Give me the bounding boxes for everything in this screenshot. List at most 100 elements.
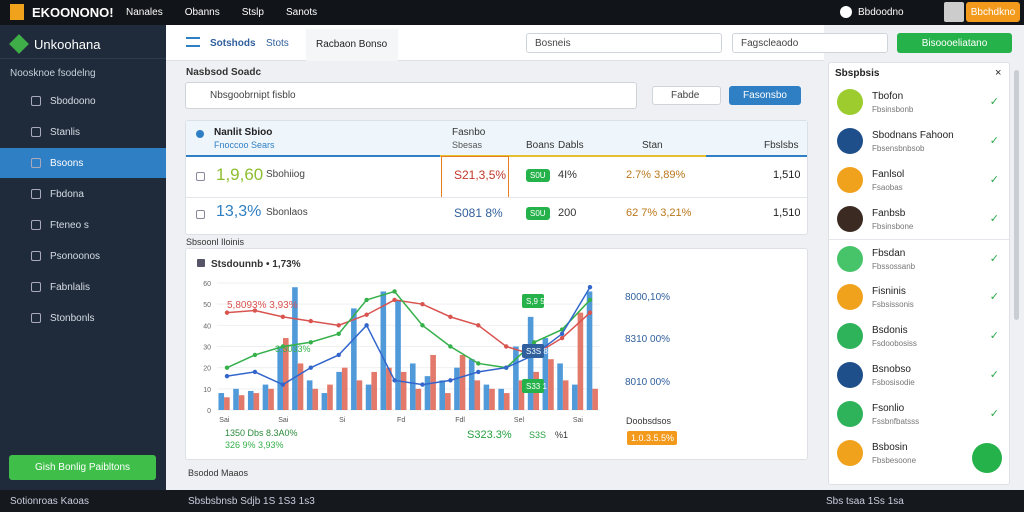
point bbox=[420, 382, 425, 387]
y-tick-label: 10 bbox=[203, 387, 211, 394]
primary-button[interactable]: Bisoooeliatano bbox=[897, 33, 1012, 53]
x-tick-label: Fdl bbox=[455, 417, 465, 424]
bar bbox=[233, 388, 239, 410]
user-name[interactable]: Bbdoodno bbox=[858, 7, 904, 18]
panel-item[interactable]: Tbofon Fbsinsbonb ✓ bbox=[829, 83, 1009, 122]
check: ✓ bbox=[989, 369, 999, 381]
point bbox=[280, 382, 286, 387]
bar bbox=[365, 384, 372, 410]
badge bbox=[627, 431, 677, 445]
sidebar-item[interactable]: Fabnlalis bbox=[0, 272, 166, 302]
bar bbox=[454, 367, 460, 410]
point bbox=[280, 314, 286, 320]
avatar bbox=[837, 206, 863, 232]
sidebar-item[interactable]: Fteneo s bbox=[0, 210, 166, 240]
item-sub: Fbsinsbone bbox=[872, 222, 914, 231]
panel-item[interactable]: Fanbsb Fbsinsbone ✓ bbox=[829, 200, 1009, 239]
menu-icon[interactable] bbox=[186, 37, 200, 47]
table-cell: 62 7% 3,21% bbox=[626, 207, 692, 219]
annotation: 8000,10% bbox=[625, 292, 670, 303]
bar bbox=[468, 359, 475, 410]
tab-active[interactable]: Racbaon Bonso bbox=[306, 29, 398, 61]
select[interactable]: Fagscleaodo bbox=[732, 33, 888, 53]
item-sub: Fssbnfbatsss bbox=[872, 417, 920, 426]
nav-item[interactable]: Sanots bbox=[285, 7, 318, 18]
sidebar-icon bbox=[31, 282, 41, 292]
bar bbox=[572, 384, 578, 410]
sidebar-icon bbox=[31, 313, 41, 323]
tab[interactable]: Sotshods bbox=[210, 38, 256, 49]
point bbox=[224, 365, 230, 370]
avatar bbox=[837, 284, 863, 310]
bar bbox=[483, 384, 490, 410]
fab[interactable] bbox=[972, 443, 1002, 473]
item-name: Fanlsol bbox=[872, 169, 905, 180]
tab[interactable]: Stots bbox=[266, 38, 289, 49]
avatar bbox=[837, 323, 863, 349]
panel-item[interactable]: Fanlsol Fsaobas ✓ bbox=[829, 161, 1009, 200]
bar bbox=[592, 388, 598, 410]
check: ✓ bbox=[989, 253, 999, 265]
top-bar: EKOONONO! Nanales Obanns Stslp Sanots Bbdoo… bbox=[0, 0, 1024, 25]
panel-item[interactable]: Sbodnans Fahoon Fbsensbnbsob ✓ bbox=[829, 122, 1009, 161]
point bbox=[476, 323, 481, 328]
filter-input[interactable]: Nbsgoobrnipt fisblo bbox=[185, 82, 637, 109]
icon bbox=[840, 6, 852, 18]
table-title: Nanlit Sbioo bbox=[214, 127, 273, 138]
panel-item[interactable]: Bsbosin Fbsbesoone bbox=[829, 434, 1009, 473]
footnote: S323.3% bbox=[467, 429, 512, 441]
footnote: 1350 Dbs 8.3A0% bbox=[225, 428, 298, 438]
point bbox=[252, 369, 258, 375]
bar bbox=[253, 393, 260, 410]
filter-select[interactable]: Fabde bbox=[652, 86, 721, 105]
point bbox=[504, 344, 509, 349]
point bbox=[587, 310, 593, 315]
panel-item[interactable]: Bsnobso Fsbosisodie ✓ bbox=[829, 356, 1009, 395]
notes-label: Bsodod Maaos bbox=[188, 468, 249, 478]
table-card: Nanlit Sbioo Fnoccoo Sears Fasnbo Boans Da… bbox=[185, 120, 808, 235]
panel-item[interactable]: Fsonlio Fssbnfbatsss ✓ bbox=[829, 395, 1009, 434]
item-name: Bsnobso bbox=[872, 364, 911, 375]
badge bbox=[522, 379, 544, 393]
annotation: 8310 00% bbox=[625, 334, 670, 345]
avatar[interactable] bbox=[944, 2, 964, 22]
close[interactable]: × bbox=[995, 67, 1002, 79]
panel-item[interactable]: Fbsdan Fbssossanb ✓ bbox=[829, 239, 1009, 278]
check: ✓ bbox=[989, 213, 999, 225]
footer-text: Sotionroas Kaoas bbox=[10, 496, 89, 507]
top-button[interactable]: Bbchdkno bbox=[966, 2, 1020, 22]
sidebar-item[interactable]: Stanlis bbox=[0, 117, 166, 147]
point bbox=[224, 310, 230, 315]
sidebar-item[interactable]: Fbdona bbox=[0, 179, 166, 209]
column-header: Sbesas bbox=[452, 140, 483, 150]
panel-item[interactable]: Bsdonis Fsdoobosiss ✓ bbox=[829, 317, 1009, 356]
point bbox=[587, 297, 593, 303]
y-tick-label: 0 bbox=[207, 408, 211, 415]
row-icon bbox=[196, 172, 205, 181]
panel-item[interactable]: Fisninis Fsbsissonis ✓ bbox=[829, 278, 1009, 317]
nav-item[interactable]: Nanales bbox=[126, 7, 163, 18]
sidebar-item[interactable]: Stonbonls bbox=[0, 303, 166, 333]
search[interactable]: Bosneis bbox=[526, 33, 722, 53]
bar bbox=[474, 380, 481, 410]
sidebar-item[interactable]: Bsoons bbox=[0, 148, 166, 178]
bar bbox=[395, 299, 401, 410]
nav-item[interactable]: Stslp bbox=[241, 7, 264, 18]
sidebar-item[interactable]: Sbodoono bbox=[0, 86, 166, 116]
filter-button[interactable]: Fasonsbo bbox=[729, 86, 801, 105]
nav-item[interactable]: Obanns bbox=[184, 7, 220, 18]
sidebar-button[interactable]: Gish Bonlig Paibltons bbox=[9, 455, 156, 480]
chart-title: Stsdounnb • 1,73% bbox=[211, 259, 301, 270]
table-header bbox=[186, 121, 807, 157]
bar bbox=[498, 388, 504, 410]
bar bbox=[327, 384, 333, 410]
point bbox=[336, 352, 341, 358]
row-icon bbox=[196, 210, 205, 219]
sidebar-item[interactable]: Psonoonos bbox=[0, 241, 166, 271]
bar bbox=[386, 367, 392, 410]
bar bbox=[292, 287, 298, 410]
item-sub: Fbsinsbonb bbox=[872, 105, 914, 114]
avatar bbox=[837, 246, 863, 272]
section-title[interactable]: Noosknoe fsodelng bbox=[10, 68, 96, 79]
